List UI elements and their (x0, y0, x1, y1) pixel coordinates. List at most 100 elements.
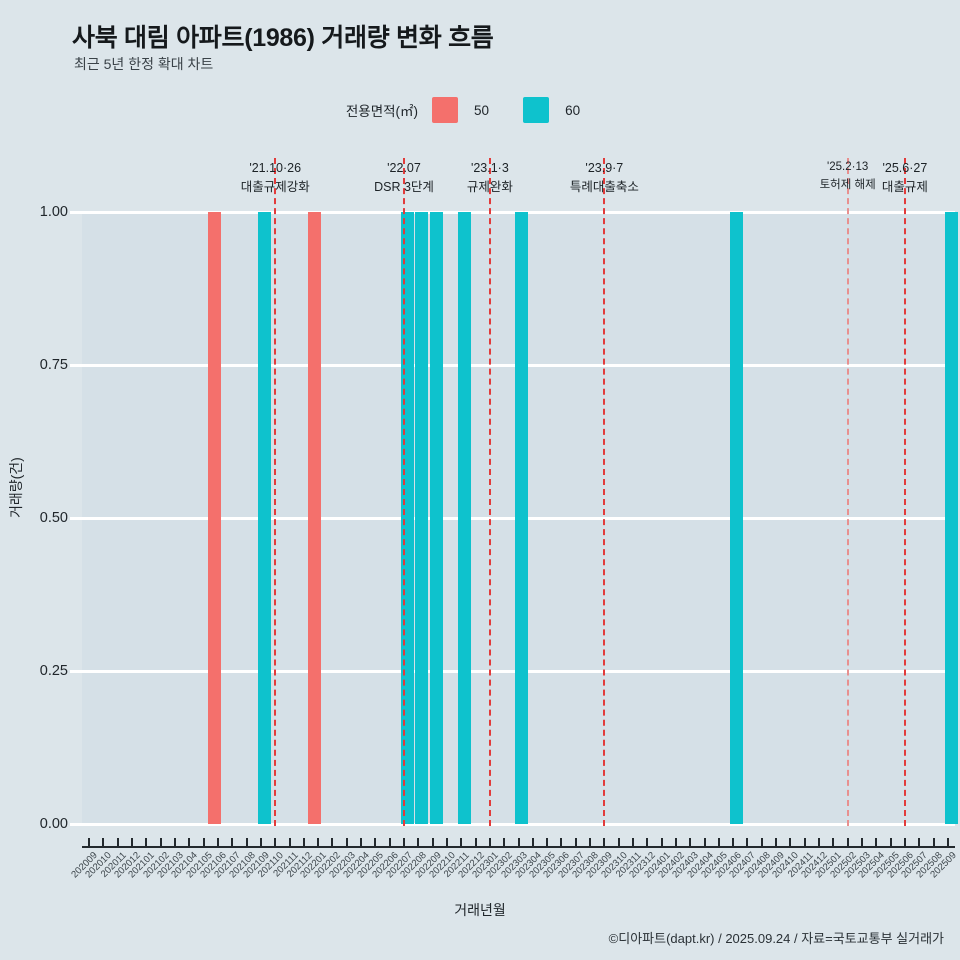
y-tick-label: 0.75 (39, 357, 68, 373)
event-date: '21.10·26 (249, 161, 302, 175)
bar[interactable] (257, 212, 271, 824)
event-date: '23.1·3 (470, 161, 509, 175)
event-line (903, 158, 906, 826)
footer-credit: ©디아파트(dapt.kr) / 2025.09.24 / 자료=국토교통부 실… (608, 931, 944, 946)
x-tick-mark (116, 838, 119, 847)
x-tick-mark (832, 838, 835, 847)
x-tick-mark (617, 838, 620, 847)
x-tick-mark (775, 838, 778, 847)
event-label: '23.9·7 특례대출축소 (570, 159, 639, 198)
x-tick-mark (703, 838, 706, 847)
x-tick-mark (603, 838, 606, 847)
x-tick-mark (918, 838, 921, 847)
y-tick-label: 0.50 (39, 510, 68, 526)
event-label: '25.2·13 토허제 해제 (820, 159, 876, 195)
x-tick-mark (560, 838, 563, 847)
x-tick-mark (589, 838, 592, 847)
x-tick-mark (174, 838, 177, 847)
bar[interactable] (458, 212, 472, 824)
x-tick-mark (388, 838, 391, 847)
x-tick-mark (417, 838, 420, 847)
gridline (82, 822, 955, 826)
x-tick-mark (88, 838, 91, 847)
y-tick-label: 0.00 (39, 816, 68, 832)
event-line (488, 158, 491, 826)
x-tick-mark (846, 838, 849, 847)
legend-item-50[interactable]: 50 (432, 97, 523, 123)
bar[interactable] (308, 212, 322, 824)
x-tick-mark (445, 838, 448, 847)
x-tick-mark (403, 838, 405, 847)
x-tick-mark (674, 838, 677, 847)
x-tick-mark (946, 838, 949, 847)
event-label: '22.07 DSR 3단계 (374, 159, 434, 198)
legend-swatch-50 (432, 97, 459, 123)
event-description: DSR 3단계 (374, 180, 434, 195)
legend-item-60[interactable]: 60 (523, 97, 614, 123)
bar[interactable] (515, 212, 529, 824)
y-tick-mark (70, 822, 82, 826)
x-tick-mark (689, 838, 692, 847)
x-axis-line (82, 846, 955, 848)
x-tick-mark (732, 838, 735, 847)
x-axis-title: 거래년월 (454, 902, 506, 918)
bar[interactable] (730, 212, 744, 824)
y-tick-mark (70, 669, 82, 673)
x-tick-mark (360, 838, 363, 847)
x-tick-mark (431, 838, 434, 847)
x-tick-mark (145, 838, 148, 847)
event-description: 대출규제강화 (240, 180, 310, 195)
y-axis: 거래량(건) 0.00 0.25 0.50 0.75 1.00 (0, 0, 82, 960)
y-tick-label: 0.25 (39, 663, 68, 679)
event-description: 특례대출축소 (569, 180, 639, 195)
event-label: '25.6·27 대출규제 (882, 159, 928, 198)
x-tick-mark (789, 838, 792, 847)
bar[interactable] (944, 212, 958, 824)
bar[interactable] (415, 212, 429, 824)
x-tick-mark (860, 838, 863, 847)
event-date: '22.07 (387, 161, 421, 175)
x-tick-mark (131, 838, 134, 847)
x-tick-mark (660, 838, 663, 847)
x-tick-mark (903, 838, 906, 847)
page-title: 사북 대림 아파트(1986) 거래량 변화 흐름 (72, 24, 494, 52)
x-tick-mark (746, 838, 749, 847)
y-tick-mark (70, 210, 82, 214)
event-line (603, 158, 606, 826)
x-tick-mark (331, 838, 334, 847)
x-tick-mark (503, 838, 506, 847)
y-tick-label: 1.00 (39, 204, 68, 220)
x-tick-mark (474, 838, 477, 847)
x-tick-mark (245, 838, 248, 847)
event-date: '25.2·13 (827, 161, 869, 173)
y-axis-title: 거래량(건) (8, 457, 24, 518)
x-tick-mark (631, 838, 634, 847)
x-tick-mark (646, 838, 649, 847)
legend-label-50: 50 (474, 102, 490, 118)
event-label: '21.10·26 대출규제강화 (241, 159, 310, 198)
x-tick-mark (717, 838, 720, 847)
x-tick-mark (302, 838, 305, 847)
x-tick-mark (231, 838, 234, 847)
x-tick-mark (546, 838, 549, 847)
bar[interactable] (429, 212, 443, 824)
x-tick-mark (188, 838, 191, 847)
x-tick-mark (288, 838, 291, 847)
event-line (274, 158, 277, 826)
x-tick-mark (889, 838, 892, 847)
event-date: '25.6·27 (882, 161, 928, 175)
page-subtitle: 최근 5년 한정 확대 차트 (74, 56, 214, 72)
y-tick-mark (70, 363, 82, 367)
x-tick-mark (374, 838, 377, 847)
x-tick-mark (259, 838, 262, 847)
event-description: 토허제 해제 (819, 178, 876, 191)
x-tick-mark (317, 838, 320, 847)
x-tick-mark (574, 838, 577, 847)
x-tick-mark (932, 838, 935, 847)
x-tick-mark (274, 838, 277, 847)
event-line (403, 158, 405, 826)
x-tick-mark (216, 838, 219, 847)
x-tick-mark (818, 838, 821, 847)
bar[interactable] (208, 212, 222, 824)
y-tick-mark (70, 516, 82, 520)
